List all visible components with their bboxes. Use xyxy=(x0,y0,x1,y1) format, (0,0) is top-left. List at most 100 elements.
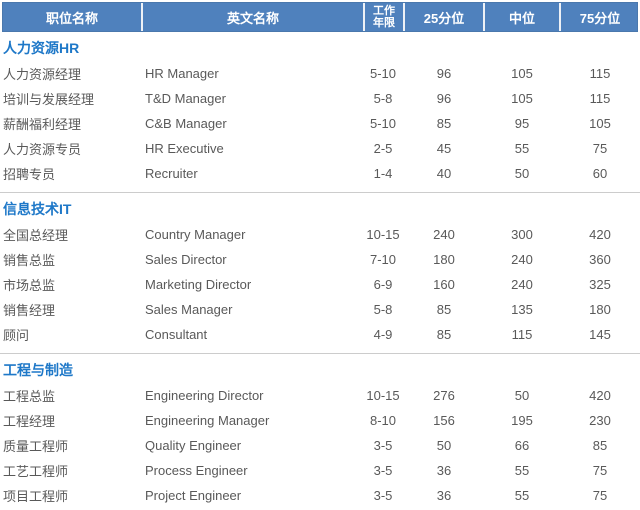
cell-p75: 60 xyxy=(592,166,608,181)
cell-position-en: Engineering Manager xyxy=(145,413,270,428)
cell-median: 66 xyxy=(514,438,530,453)
header-p25: 25分位 xyxy=(403,3,483,31)
section-divider xyxy=(0,192,640,193)
section-title: 人力资源HR xyxy=(3,40,80,56)
cell-years: 6-9 xyxy=(373,277,393,292)
section-title: 工程与制造 xyxy=(3,362,73,378)
cell-median: 50 xyxy=(514,388,530,403)
header-years-line1: 工作 xyxy=(373,5,395,17)
table-row: 薪酬福利经理 C&B Manager 5-10 85 95 105 xyxy=(0,111,640,136)
cell-position-cn: 薪酬福利经理 xyxy=(3,117,82,132)
table-row: 销售总监 Sales Director 7-10 180 240 360 xyxy=(0,247,640,272)
cell-position-cn: 顾问 xyxy=(3,328,30,343)
cell-p25: 156 xyxy=(433,413,455,428)
cell-position-en: HR Executive xyxy=(145,141,224,156)
cell-p25: 96 xyxy=(436,66,452,81)
cell-p25: 160 xyxy=(433,277,455,292)
table-row: 项目工程师 Project Engineer 3-5 36 55 75 xyxy=(0,483,640,508)
cell-years: 10-15 xyxy=(366,227,400,242)
cell-median: 95 xyxy=(514,116,530,131)
cell-years: 7-10 xyxy=(369,252,397,267)
cell-median: 195 xyxy=(511,413,533,428)
cell-position-cn: 工艺工程师 xyxy=(3,464,69,479)
cell-p75: 75 xyxy=(592,488,608,503)
cell-position-en: HR Manager xyxy=(145,66,219,81)
table-row: 顾问 Consultant 4-9 85 115 145 xyxy=(0,322,640,347)
cell-position-cn: 销售经理 xyxy=(3,303,56,318)
cell-years: 3-5 xyxy=(373,488,393,503)
section-title: 信息技术IT xyxy=(3,201,72,217)
cell-years: 5-8 xyxy=(373,302,393,317)
cell-p75: 85 xyxy=(592,438,608,453)
cell-position-cn: 培训与发展经理 xyxy=(3,92,95,107)
cell-median: 240 xyxy=(511,277,533,292)
table-body: 人力资源HR 人力资源经理 HR Manager 5-10 96 105 115 培训与发展经… xyxy=(0,32,640,510)
header-p75: 75分位 xyxy=(559,3,639,31)
cell-median: 50 xyxy=(514,166,530,181)
cell-position-cn: 质量工程师 xyxy=(3,439,69,454)
cell-p25: 50 xyxy=(436,438,452,453)
cell-p25: 240 xyxy=(433,227,455,242)
header-years-line2: 年限 xyxy=(373,17,395,29)
cell-p25: 276 xyxy=(433,388,455,403)
cell-median: 240 xyxy=(511,252,533,267)
cell-years: 4-9 xyxy=(373,327,393,342)
cell-position-en: Recruiter xyxy=(145,166,198,181)
cell-median: 55 xyxy=(514,141,530,156)
cell-p75: 75 xyxy=(592,463,608,478)
table-row: 人力资源专员 HR Executive 2-5 45 55 75 xyxy=(0,136,640,161)
cell-p75: 145 xyxy=(589,327,611,342)
table-row: 市场总监 Marketing Director 6-9 160 240 325 xyxy=(0,272,640,297)
cell-position-cn: 工程经理 xyxy=(3,414,56,429)
cell-years: 3-5 xyxy=(373,463,393,478)
table-row: 全国总经理 Country Manager 10-15 240 300 420 xyxy=(0,222,640,247)
cell-p25: 40 xyxy=(436,166,452,181)
table-row: 工艺工程师 Process Engineer 3-5 36 55 75 xyxy=(0,458,640,483)
table-row: 培训与发展经理 T&D Manager 5-8 96 105 115 xyxy=(0,86,640,111)
cell-position-en: Sales Director xyxy=(145,252,227,267)
cell-median: 115 xyxy=(511,327,533,342)
cell-median: 55 xyxy=(514,463,530,478)
cell-position-en: Project Engineer xyxy=(145,488,242,503)
cell-position-cn: 项目工程师 xyxy=(3,489,69,504)
cell-p75: 420 xyxy=(589,388,611,403)
cell-position-cn: 招聘专员 xyxy=(3,167,56,182)
cell-p75: 360 xyxy=(589,252,611,267)
table-section: 工程与制造 工程总监 Engineering Director 10-15 276 50 4… xyxy=(0,354,640,510)
header-median: 中位 xyxy=(483,3,559,31)
cell-years: 1-4 xyxy=(373,166,393,181)
table-row: 销售经理 Sales Manager 5-8 85 135 180 xyxy=(0,297,640,322)
table-row: 招聘专员 Recruiter 1-4 40 50 60 xyxy=(0,161,640,186)
cell-position-en: Country Manager xyxy=(145,227,246,242)
cell-p25: 36 xyxy=(436,463,452,478)
cell-p25: 85 xyxy=(436,116,452,131)
cell-p75: 75 xyxy=(592,141,608,156)
cell-p25: 36 xyxy=(436,488,452,503)
cell-p75: 105 xyxy=(589,116,611,131)
cell-position-cn: 人力资源经理 xyxy=(3,67,82,82)
cell-position-cn: 市场总监 xyxy=(3,278,56,293)
table-row: 人力资源经理 HR Manager 5-10 96 105 115 xyxy=(0,61,640,86)
cell-years: 5-10 xyxy=(369,66,397,81)
cell-p25: 180 xyxy=(433,252,455,267)
cell-years: 8-10 xyxy=(369,413,397,428)
cell-median: 300 xyxy=(511,227,533,242)
cell-p75: 180 xyxy=(589,302,611,317)
cell-p25: 85 xyxy=(436,327,452,342)
cell-years: 10-15 xyxy=(366,388,400,403)
cell-p25: 85 xyxy=(436,302,452,317)
table-row: 工程总监 Engineering Director 10-15 276 50 420 xyxy=(0,383,640,408)
cell-position-en: Quality Engineer xyxy=(145,438,242,453)
cell-p75: 420 xyxy=(589,227,611,242)
cell-years: 2-5 xyxy=(373,141,393,156)
table-row: 质量工程师 Quality Engineer 3-5 50 66 85 xyxy=(0,433,640,458)
table-section: 信息技术IT 全国总经理 Country Manager 10-15 240 300 420… xyxy=(0,193,640,354)
header-position-en: 英文名称 xyxy=(141,3,363,31)
cell-years: 3-5 xyxy=(373,438,393,453)
section-divider xyxy=(0,353,640,354)
table-row: 工程经理 Engineering Manager 8-10 156 195 230 xyxy=(0,408,640,433)
cell-years: 5-8 xyxy=(373,91,393,106)
cell-p75: 115 xyxy=(589,91,611,106)
table-section: 人力资源HR 人力资源经理 HR Manager 5-10 96 105 115 培训与发展经… xyxy=(0,32,640,193)
